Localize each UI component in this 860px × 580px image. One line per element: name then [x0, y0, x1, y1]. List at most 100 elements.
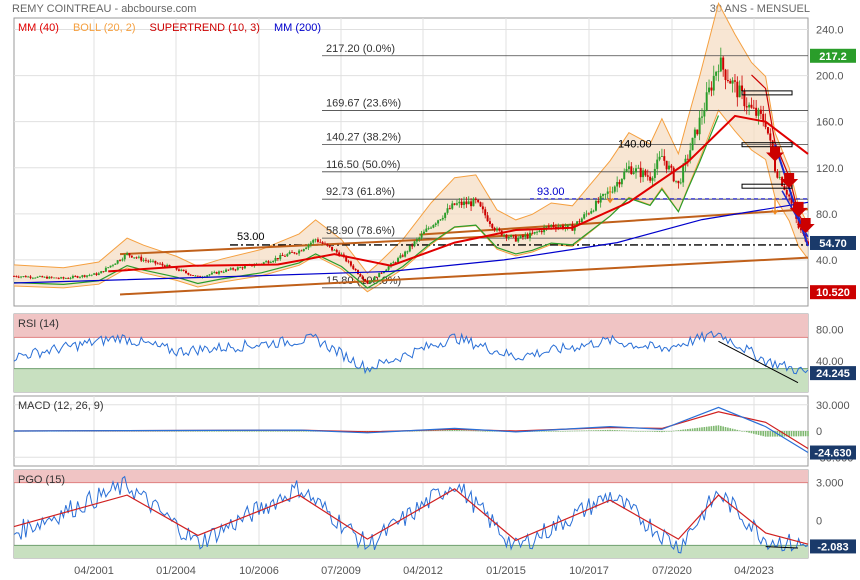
candle-body — [60, 277, 63, 279]
candle-body — [493, 227, 496, 231]
macd-histogram-bar — [413, 430, 416, 432]
macd-histogram-bar — [229, 431, 232, 432]
candle-body — [239, 267, 242, 269]
candle-body — [526, 235, 529, 239]
candle-body — [602, 194, 605, 196]
macd-histogram-bar — [248, 431, 251, 432]
candle-body — [81, 275, 84, 277]
high-value-label: 217.2 — [819, 51, 847, 63]
bollinger-lower-line — [13, 109, 809, 293]
rsi-trendline — [718, 340, 799, 384]
candle-body — [470, 201, 473, 207]
low-value-label-box — [810, 285, 856, 300]
candle-body — [401, 255, 404, 257]
candle-body — [625, 169, 628, 172]
macd-histogram-bar — [267, 431, 270, 432]
candle-body — [309, 242, 312, 245]
macd-histogram-bar — [715, 425, 717, 431]
candle-body — [227, 269, 230, 271]
candle-body — [726, 80, 729, 81]
candle-body — [180, 269, 183, 271]
candle-body — [778, 177, 781, 178]
candle-body — [36, 276, 39, 278]
candle-body — [302, 249, 305, 251]
candle-body — [484, 209, 487, 216]
candle-body — [135, 257, 138, 259]
macd-histogram-bar — [491, 431, 494, 432]
macd-histogram-bar — [194, 431, 197, 432]
macd-histogram-bar — [241, 431, 244, 432]
candle-body — [74, 276, 77, 277]
macd-histogram-bar — [423, 430, 425, 432]
macd-histogram-bar — [670, 431, 673, 432]
x-tick-label: 04/2012 — [403, 565, 443, 577]
candle-body — [142, 259, 145, 261]
macd-histogram-bar — [658, 431, 661, 433]
macd-histogram-bar — [597, 430, 600, 431]
macd-histogram-bar — [800, 431, 802, 437]
macd-histogram-bar — [665, 431, 668, 432]
candle-body — [196, 275, 199, 277]
bollinger-upper-line — [13, 2, 809, 275]
candle-body — [672, 167, 675, 182]
candle-body — [705, 92, 708, 111]
macd-histogram-bar — [251, 431, 253, 432]
macd-histogram-bar — [486, 431, 489, 432]
macd-histogram-bar — [147, 431, 150, 432]
macd-histogram-bar — [708, 426, 710, 431]
bollinger-band-fill — [14, 3, 808, 292]
macd-histogram-bar — [583, 430, 585, 432]
candle-body — [88, 275, 91, 276]
candle-body — [78, 276, 81, 278]
candle-body — [378, 272, 381, 278]
candle-body — [651, 177, 654, 181]
macd-histogram-bar — [637, 431, 640, 432]
candle-body — [34, 277, 37, 279]
candle-body — [590, 211, 593, 214]
macd-histogram-bar — [281, 431, 284, 432]
fibonacci-label: 217.20 (0.0%) — [326, 43, 395, 55]
candle-body — [444, 212, 447, 218]
macd-histogram-bar — [581, 430, 583, 432]
macd-histogram-bar — [258, 431, 260, 432]
macd-histogram-bar — [284, 431, 286, 432]
candle-body — [286, 254, 289, 257]
resistance-box-mid — [741, 142, 793, 148]
price-y-tick: 40.0 — [816, 255, 837, 267]
candle-body — [232, 268, 235, 270]
macd-histogram-bar — [246, 431, 249, 432]
macd-histogram-bar — [126, 431, 128, 432]
candle-body — [531, 232, 534, 234]
candle-body — [31, 277, 34, 279]
macd-histogram-bar — [307, 431, 310, 432]
candle-body — [790, 196, 793, 204]
macd-histogram-bar — [465, 430, 468, 431]
candle-body — [102, 271, 105, 273]
candle-body — [752, 107, 755, 109]
macd-histogram-bar — [623, 430, 626, 432]
macd-histogram-bar — [444, 430, 446, 431]
macd-histogram-bar — [797, 431, 800, 437]
candle-body — [140, 256, 143, 261]
target-arrow-icon — [771, 197, 779, 215]
candle-body — [276, 257, 279, 260]
candle-body — [491, 223, 494, 228]
candle-body — [107, 267, 110, 269]
macd-histogram-bar — [684, 429, 687, 431]
candle-body — [788, 194, 791, 197]
candle-body — [93, 273, 96, 275]
macd-histogram-bar — [731, 428, 734, 431]
candle-body — [446, 208, 449, 213]
candle-body — [45, 276, 48, 279]
macd-histogram-bar — [595, 430, 597, 431]
candle-body — [406, 251, 409, 253]
macd-histogram-bar — [467, 430, 470, 431]
macd-histogram-bar — [244, 431, 246, 432]
candle-body — [111, 264, 114, 266]
candle-body — [785, 189, 788, 195]
macd-histogram-bar — [630, 430, 633, 432]
candle-body — [76, 276, 79, 278]
macd-histogram-bar — [760, 431, 762, 436]
rsi-last-value: 24.245 — [816, 368, 850, 380]
candle-body — [616, 182, 619, 187]
